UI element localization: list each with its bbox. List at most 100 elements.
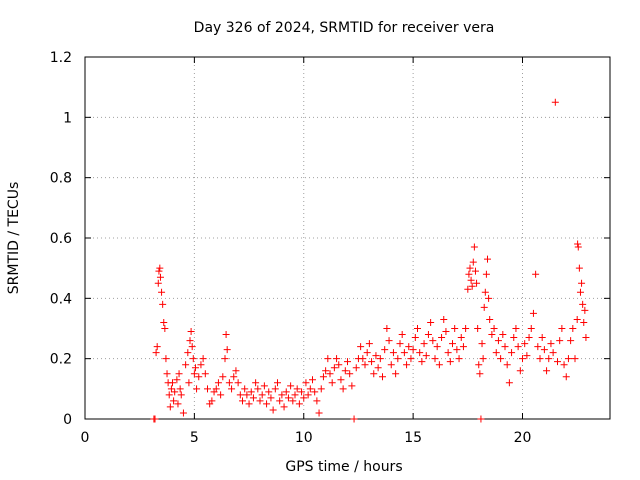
data-point <box>484 255 491 263</box>
data-point <box>217 391 225 399</box>
data-point <box>482 270 490 278</box>
data-point <box>348 382 356 390</box>
x-tick-label: 10 <box>295 430 313 446</box>
data-point <box>462 325 470 332</box>
data-point <box>469 258 477 266</box>
data-point <box>429 337 437 345</box>
data-point <box>335 361 343 369</box>
data-point <box>187 328 195 336</box>
data-point <box>422 352 430 360</box>
data-point <box>497 355 505 363</box>
data-point <box>510 334 518 342</box>
data-point <box>151 415 159 423</box>
data-point <box>153 343 161 351</box>
data-point <box>381 346 389 354</box>
data-point <box>179 409 187 417</box>
data-point <box>433 343 441 351</box>
data-point <box>337 376 345 384</box>
data-point <box>293 385 301 393</box>
data-point <box>236 391 244 399</box>
data-point <box>479 355 487 363</box>
data-point <box>370 370 378 378</box>
data-point <box>418 358 426 366</box>
data-point <box>374 364 382 372</box>
y-tick-label: 0.2 <box>50 352 72 368</box>
data-point <box>579 300 587 308</box>
data-point <box>254 385 262 393</box>
data-point <box>317 385 325 393</box>
data-point <box>175 370 183 378</box>
data-point <box>184 349 192 357</box>
data-point <box>416 349 424 357</box>
data-point <box>234 379 242 387</box>
data-point <box>186 337 194 345</box>
data-point <box>361 361 369 369</box>
data-point <box>330 364 338 372</box>
data-point <box>474 325 482 332</box>
data-point <box>556 337 564 345</box>
data-point <box>534 343 542 351</box>
data-point <box>582 334 590 342</box>
data-point <box>485 294 493 302</box>
data-point <box>420 340 428 348</box>
data-point <box>453 346 461 354</box>
data-point <box>263 400 271 408</box>
data-point <box>521 340 529 348</box>
data-point <box>309 376 316 384</box>
y-axis-label: SRMTID / TECUs <box>6 182 22 295</box>
data-point <box>298 388 306 396</box>
y-tick-label: 1.2 <box>50 50 72 66</box>
data-point <box>477 415 485 423</box>
data-point <box>300 394 308 402</box>
data-point <box>471 267 479 275</box>
data-point <box>538 334 546 342</box>
data-point <box>414 325 421 332</box>
data-point <box>465 270 473 278</box>
data-point <box>289 397 297 405</box>
data-point <box>438 334 446 342</box>
axis-ticks: 0 5 10 15 20 0 0.2 0.4 0.6 0.8 1 1.2 <box>50 50 610 446</box>
data-point <box>424 331 432 339</box>
data-point <box>243 391 251 399</box>
data-point <box>581 306 589 314</box>
data-point <box>536 355 544 363</box>
data-point <box>201 370 209 378</box>
data-point <box>403 361 411 369</box>
data-point <box>163 370 171 378</box>
data-point <box>326 370 334 378</box>
data-point <box>480 303 488 311</box>
data-point <box>247 388 255 396</box>
data-point <box>481 288 489 296</box>
y-tick-label: 1 <box>63 110 72 126</box>
x-tick-label: 5 <box>190 430 199 446</box>
data-point <box>464 285 472 293</box>
data-point <box>156 264 164 272</box>
data-point <box>389 349 397 357</box>
data-point <box>274 379 281 387</box>
data-point <box>400 349 408 357</box>
data-point <box>182 361 190 369</box>
data-point <box>363 349 371 357</box>
data-point <box>208 397 216 405</box>
data-point <box>199 355 207 363</box>
data-point <box>476 370 484 378</box>
data-point <box>278 391 286 399</box>
data-point <box>567 337 575 345</box>
data-point <box>527 325 535 332</box>
data-point <box>188 343 196 351</box>
data-point <box>576 288 584 296</box>
data-point <box>176 385 184 393</box>
data-point <box>328 379 336 387</box>
data-point <box>222 331 230 339</box>
data-point <box>505 379 513 387</box>
data-point <box>339 385 347 393</box>
x-tick-label: 0 <box>81 430 90 446</box>
data-point <box>467 276 475 284</box>
data-point <box>359 355 367 363</box>
data-point <box>185 379 193 387</box>
data-point <box>431 355 439 363</box>
data-point <box>449 340 456 348</box>
data-point <box>219 373 227 381</box>
data-point <box>478 340 486 348</box>
